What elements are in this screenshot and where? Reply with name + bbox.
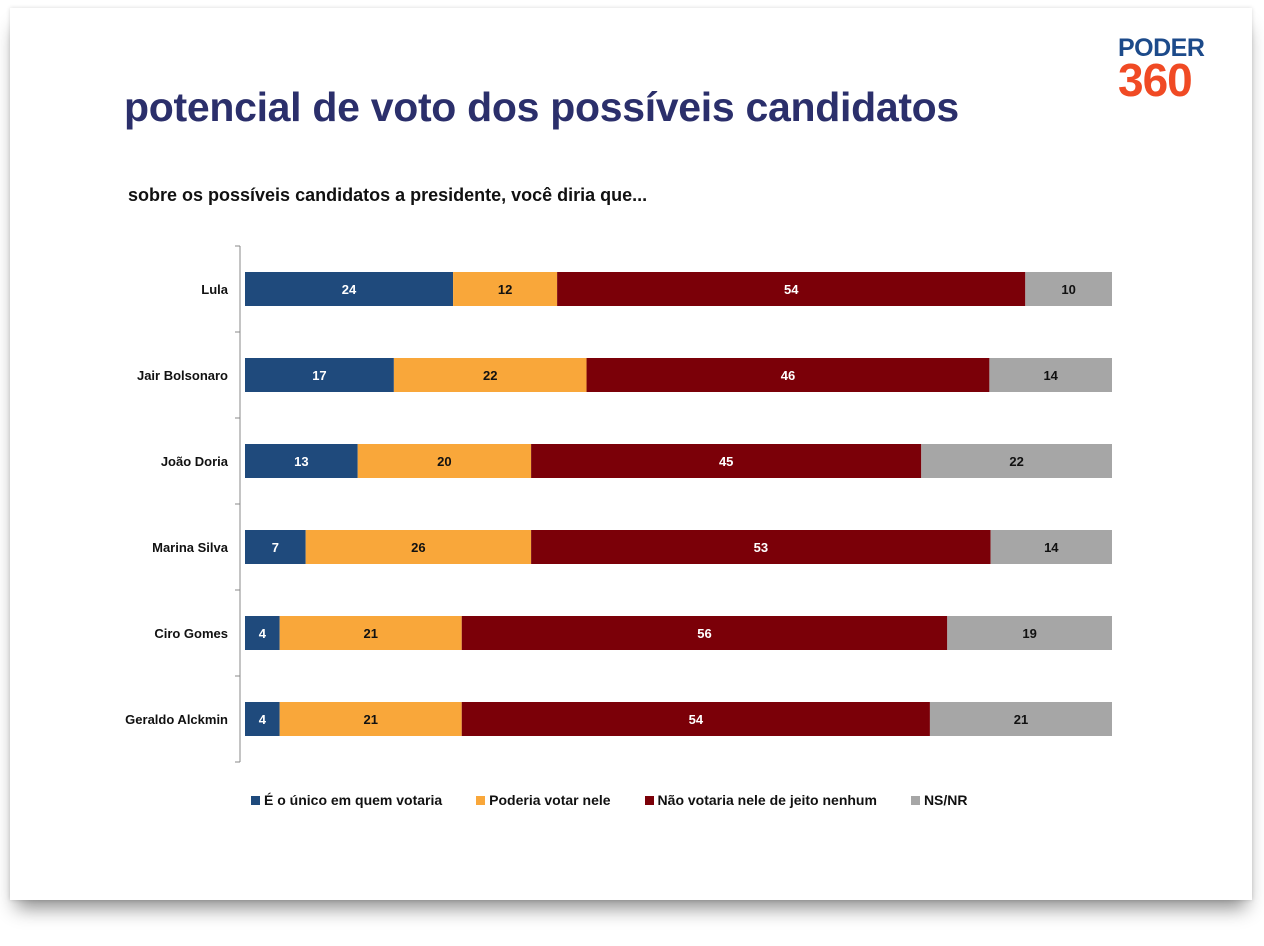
logo-line2: 360 <box>1118 54 1193 106</box>
bar-segment <box>531 530 991 564</box>
category-label: Geraldo Alckmin <box>125 712 228 727</box>
bar-segment <box>1025 272 1112 306</box>
bar-segment <box>586 358 990 392</box>
data-label: 10 <box>1061 282 1075 297</box>
bar-segment <box>461 616 948 650</box>
bar-segment <box>453 272 558 306</box>
bar-segment <box>279 702 462 736</box>
data-label: 24 <box>342 282 357 297</box>
bar-segment <box>279 616 462 650</box>
category-label: Jair Bolsonaro <box>137 368 228 383</box>
legend: É o único em quem votaria Poderia votar n… <box>251 792 1002 808</box>
bar-segment <box>461 702 930 736</box>
bar-segment <box>245 530 306 564</box>
bar-segment <box>245 616 280 650</box>
legend-item: É o único em quem votaria <box>251 792 442 808</box>
data-label: 22 <box>483 368 497 383</box>
legend-label: Não votaria nele de jeito nenhum <box>657 792 877 808</box>
category-label: João Doria <box>161 454 229 469</box>
data-label: 14 <box>1044 540 1059 555</box>
category-label: Ciro Gomes <box>154 626 228 641</box>
bar-segment <box>245 272 454 306</box>
legend-swatch <box>251 795 260 805</box>
data-label: 54 <box>784 282 799 297</box>
bar-segment <box>245 702 280 736</box>
data-label: 7 <box>272 540 279 555</box>
legend-item: Não votaria nele de jeito nenhum <box>644 792 877 808</box>
bar-segment <box>921 444 1112 478</box>
bar-segment <box>531 444 922 478</box>
bar-segment <box>245 358 394 392</box>
data-label: 20 <box>437 454 451 469</box>
data-label: 13 <box>294 454 308 469</box>
bar-segment <box>357 444 532 478</box>
bar-segment <box>990 530 1112 564</box>
data-label: 21 <box>1014 712 1028 727</box>
category-label: Lula <box>201 282 228 297</box>
legend-swatch <box>910 795 920 805</box>
legend-item: Poderia votar nele <box>476 792 611 808</box>
legend-item: NS/NR <box>910 792 968 808</box>
bar-segment <box>393 358 587 392</box>
data-label: 12 <box>498 282 512 297</box>
page-title: potencial de voto dos possíveis candidat… <box>124 84 959 130</box>
data-label: 46 <box>781 368 795 383</box>
data-label: 4 <box>259 626 267 641</box>
data-label: 26 <box>411 540 425 555</box>
bar-segment <box>245 444 358 478</box>
data-label: 53 <box>754 540 768 555</box>
bar-segment <box>557 272 1026 306</box>
data-label: 54 <box>689 712 704 727</box>
data-label: 22 <box>1009 454 1023 469</box>
chart-subtitle: sobre os possíveis candidatos a presiden… <box>128 185 648 205</box>
legend-swatch <box>644 795 654 805</box>
legend-label: NS/NR <box>923 792 968 808</box>
poder360-logo: PODER 360 <box>1118 34 1233 106</box>
data-label: 4 <box>259 712 267 727</box>
data-label: 56 <box>697 626 711 641</box>
data-label: 17 <box>312 368 326 383</box>
data-label: 21 <box>363 626 377 641</box>
legend-swatch <box>476 795 486 805</box>
bar-segment <box>305 530 532 564</box>
bar-segment <box>929 702 1112 736</box>
legend-label: Poderia votar nele <box>489 792 611 808</box>
data-label: 14 <box>1043 368 1058 383</box>
category-label: Marina Silva <box>152 540 229 555</box>
legend-label: É o único em quem votaria <box>264 792 443 808</box>
data-label: 19 <box>1022 626 1036 641</box>
bar-segment <box>947 616 1112 650</box>
data-label: 21 <box>363 712 377 727</box>
bar-segment <box>989 358 1112 392</box>
data-label: 45 <box>719 454 733 469</box>
logo-line1: PODER <box>1118 34 1205 62</box>
